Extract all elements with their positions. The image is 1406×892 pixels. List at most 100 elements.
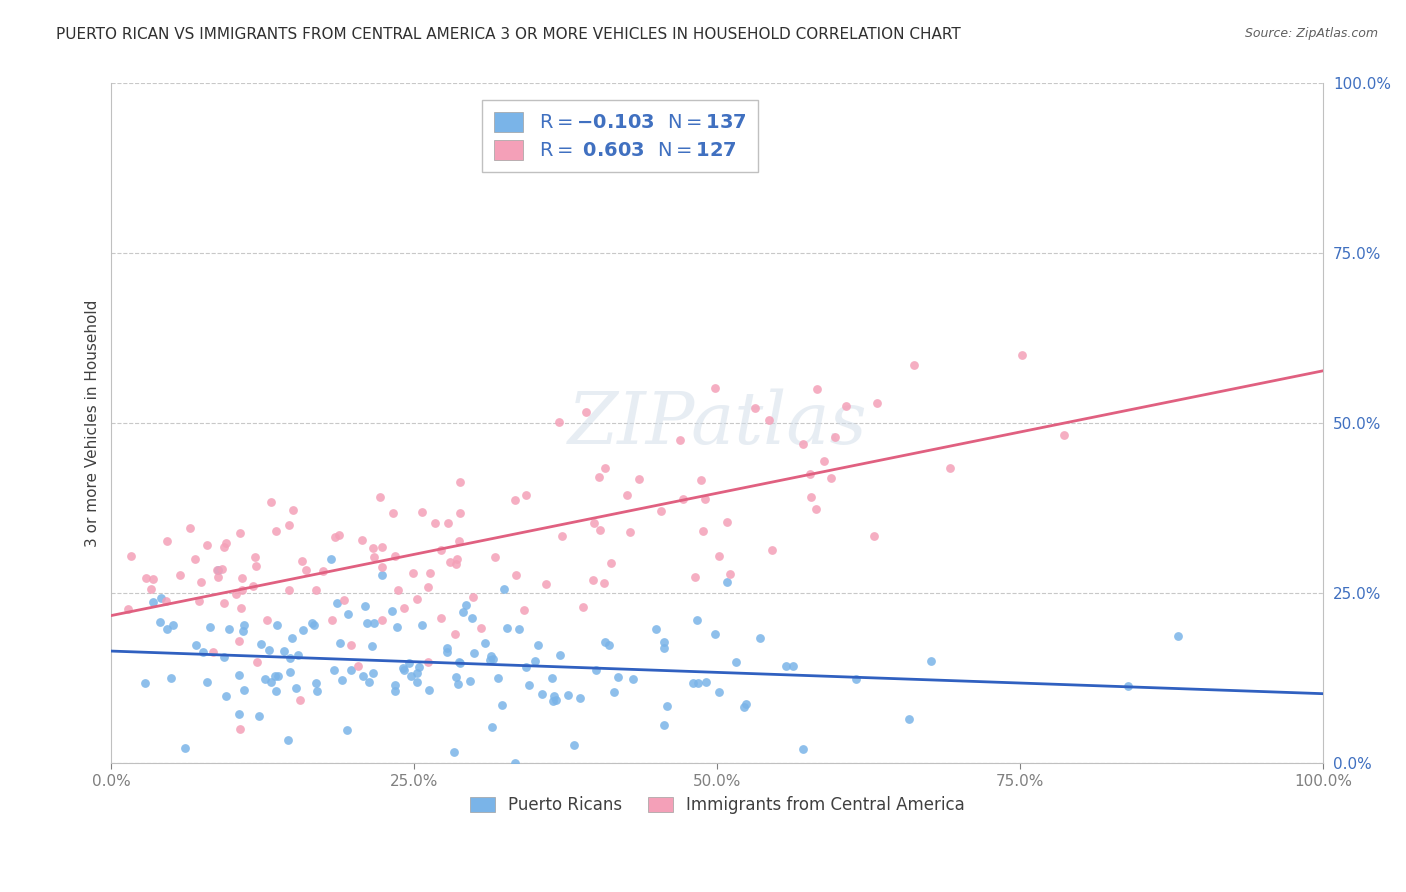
Point	[384, 678, 406, 692]
Point	[508, 622, 530, 636]
Point	[264, 524, 287, 538]
Point	[233, 683, 256, 698]
Point	[616, 488, 638, 502]
Point	[863, 529, 886, 543]
Point	[328, 527, 350, 541]
Point	[703, 627, 725, 641]
Point	[179, 521, 201, 535]
Point	[336, 723, 359, 737]
Point	[284, 681, 307, 695]
Point	[305, 675, 328, 690]
Point	[363, 550, 385, 565]
Point	[544, 692, 567, 706]
Point	[672, 491, 695, 506]
Point	[384, 683, 406, 698]
Point	[232, 624, 254, 638]
Point	[384, 549, 406, 563]
Point	[470, 621, 492, 635]
Point	[800, 490, 823, 504]
Point	[387, 583, 409, 598]
Point	[370, 613, 392, 627]
Point	[212, 650, 235, 665]
Point	[692, 524, 714, 539]
Point	[156, 622, 179, 636]
Point	[352, 668, 374, 682]
Point	[486, 672, 509, 686]
Point	[329, 635, 352, 649]
Point	[562, 738, 585, 752]
Point	[406, 674, 429, 689]
Point	[134, 676, 156, 690]
Point	[260, 494, 283, 508]
Point	[548, 415, 571, 429]
Point	[548, 648, 571, 662]
Point	[257, 643, 280, 657]
Point	[295, 563, 318, 577]
Point	[231, 571, 253, 585]
Point	[460, 673, 482, 688]
Point	[735, 697, 758, 711]
Point	[267, 669, 290, 683]
Point	[242, 579, 264, 593]
Point	[682, 675, 704, 690]
Point	[321, 613, 343, 627]
Point	[249, 709, 271, 723]
Point	[211, 562, 233, 576]
Point	[245, 550, 267, 565]
Point	[346, 658, 368, 673]
Point	[368, 490, 391, 504]
Point	[245, 559, 267, 574]
Point	[212, 596, 235, 610]
Point	[283, 503, 305, 517]
Point	[340, 663, 363, 677]
Point	[245, 656, 267, 670]
Point	[174, 741, 197, 756]
Point	[292, 623, 315, 637]
Point	[411, 618, 433, 632]
Point	[398, 657, 420, 671]
Point	[361, 665, 384, 680]
Point	[628, 472, 651, 486]
Point	[188, 594, 211, 608]
Point	[551, 529, 574, 543]
Point	[353, 599, 375, 613]
Point	[382, 507, 405, 521]
Point	[799, 467, 821, 481]
Point	[1011, 348, 1033, 362]
Point	[423, 516, 446, 531]
Point	[159, 671, 181, 685]
Point	[278, 517, 301, 532]
Point	[720, 566, 742, 581]
Point	[266, 617, 288, 632]
Point	[312, 564, 335, 578]
Point	[621, 672, 644, 686]
Point	[340, 638, 363, 652]
Point	[704, 382, 727, 396]
Point	[232, 617, 254, 632]
Point	[444, 627, 467, 641]
Point	[515, 487, 537, 501]
Point	[903, 358, 925, 372]
Point	[685, 570, 707, 584]
Point	[418, 682, 440, 697]
Point	[191, 645, 214, 659]
Point	[792, 437, 814, 451]
Point	[513, 603, 536, 617]
Point	[725, 655, 748, 669]
Point	[149, 615, 172, 629]
Point	[228, 667, 250, 681]
Point	[484, 549, 506, 564]
Point	[686, 613, 709, 627]
Point	[281, 631, 304, 645]
Point	[278, 665, 301, 679]
Point	[582, 516, 605, 531]
Point	[215, 689, 238, 703]
Point	[288, 692, 311, 706]
Point	[408, 660, 430, 674]
Point	[652, 640, 675, 655]
Point	[371, 540, 394, 554]
Point	[228, 634, 250, 648]
Point	[264, 669, 287, 683]
Point	[695, 674, 717, 689]
Point	[228, 722, 250, 736]
